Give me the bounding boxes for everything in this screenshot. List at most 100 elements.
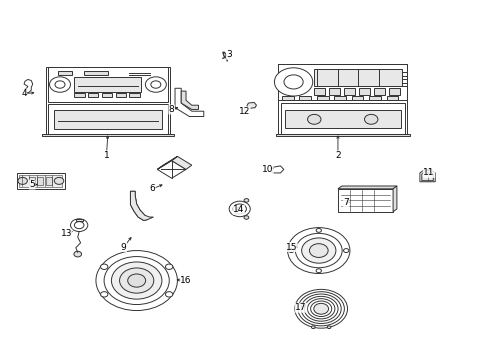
- Circle shape: [101, 264, 108, 269]
- Polygon shape: [171, 156, 191, 170]
- Polygon shape: [130, 191, 153, 221]
- Polygon shape: [181, 91, 198, 109]
- Circle shape: [244, 216, 248, 219]
- Circle shape: [101, 292, 108, 297]
- Bar: [314, 87, 325, 95]
- Bar: [278, 64, 407, 134]
- Bar: [316, 96, 328, 100]
- Bar: [334, 96, 346, 100]
- Bar: [74, 77, 141, 92]
- Bar: [278, 64, 407, 100]
- Circle shape: [74, 251, 81, 257]
- Bar: [116, 93, 125, 97]
- Circle shape: [229, 201, 250, 217]
- Circle shape: [274, 68, 312, 96]
- Circle shape: [301, 238, 335, 263]
- Bar: [328, 87, 340, 95]
- Circle shape: [232, 204, 246, 214]
- Text: 2: 2: [334, 151, 340, 160]
- Circle shape: [145, 77, 166, 92]
- Bar: [84, 71, 108, 75]
- Bar: [48, 104, 167, 134]
- Text: 4: 4: [21, 89, 27, 98]
- Text: 14: 14: [233, 206, 244, 215]
- Bar: [129, 93, 140, 97]
- Circle shape: [307, 114, 320, 124]
- Text: 12: 12: [238, 107, 250, 116]
- Bar: [88, 93, 98, 97]
- Text: 1: 1: [103, 151, 109, 160]
- Bar: [102, 93, 112, 97]
- Circle shape: [364, 114, 377, 124]
- Circle shape: [96, 251, 177, 311]
- Text: 17: 17: [295, 303, 306, 312]
- Polygon shape: [270, 166, 283, 173]
- Circle shape: [55, 81, 65, 88]
- Circle shape: [313, 303, 328, 314]
- Circle shape: [244, 199, 248, 202]
- Polygon shape: [419, 170, 434, 182]
- Polygon shape: [246, 102, 256, 108]
- Text: 10: 10: [261, 165, 273, 174]
- Circle shape: [284, 75, 303, 89]
- Circle shape: [150, 81, 161, 88]
- Text: 13: 13: [61, 229, 72, 238]
- Polygon shape: [130, 191, 147, 221]
- Polygon shape: [157, 161, 185, 178]
- Text: 16: 16: [180, 276, 191, 285]
- Bar: [344, 87, 354, 95]
- Text: 8: 8: [168, 105, 174, 114]
- Polygon shape: [421, 171, 432, 181]
- Circle shape: [236, 207, 242, 211]
- Circle shape: [127, 274, 145, 287]
- Bar: [48, 67, 167, 102]
- Circle shape: [311, 326, 314, 329]
- Bar: [58, 71, 72, 75]
- Circle shape: [74, 222, 84, 229]
- Bar: [299, 96, 310, 100]
- Bar: [351, 96, 363, 100]
- Circle shape: [343, 249, 348, 252]
- Circle shape: [165, 292, 172, 297]
- Polygon shape: [76, 219, 83, 221]
- Bar: [275, 134, 409, 136]
- Polygon shape: [24, 80, 33, 93]
- Bar: [358, 87, 369, 95]
- Bar: [29, 177, 35, 185]
- Bar: [45, 67, 170, 134]
- Circle shape: [315, 229, 321, 232]
- Bar: [280, 103, 404, 134]
- Bar: [17, 173, 64, 189]
- Text: 9: 9: [121, 243, 126, 252]
- Bar: [54, 110, 162, 129]
- Bar: [368, 96, 380, 100]
- Circle shape: [120, 268, 153, 293]
- Bar: [386, 96, 398, 100]
- Bar: [282, 96, 293, 100]
- Bar: [74, 93, 84, 97]
- Circle shape: [165, 264, 172, 269]
- Text: 15: 15: [285, 243, 297, 252]
- Polygon shape: [175, 88, 203, 117]
- Circle shape: [288, 249, 293, 252]
- Bar: [46, 177, 52, 185]
- Polygon shape: [337, 186, 396, 189]
- Text: 3: 3: [226, 50, 232, 59]
- Polygon shape: [392, 186, 396, 212]
- Circle shape: [70, 219, 88, 231]
- Bar: [388, 87, 399, 95]
- Circle shape: [294, 289, 347, 328]
- Bar: [314, 69, 402, 86]
- Bar: [38, 177, 43, 185]
- Text: 6: 6: [149, 184, 155, 193]
- Circle shape: [49, 77, 70, 92]
- Circle shape: [295, 233, 342, 268]
- Bar: [19, 175, 62, 187]
- Text: 5: 5: [29, 180, 35, 189]
- Circle shape: [18, 177, 27, 184]
- Circle shape: [326, 326, 330, 329]
- Polygon shape: [157, 156, 177, 170]
- Circle shape: [315, 269, 321, 273]
- Circle shape: [309, 244, 327, 257]
- Circle shape: [104, 257, 169, 305]
